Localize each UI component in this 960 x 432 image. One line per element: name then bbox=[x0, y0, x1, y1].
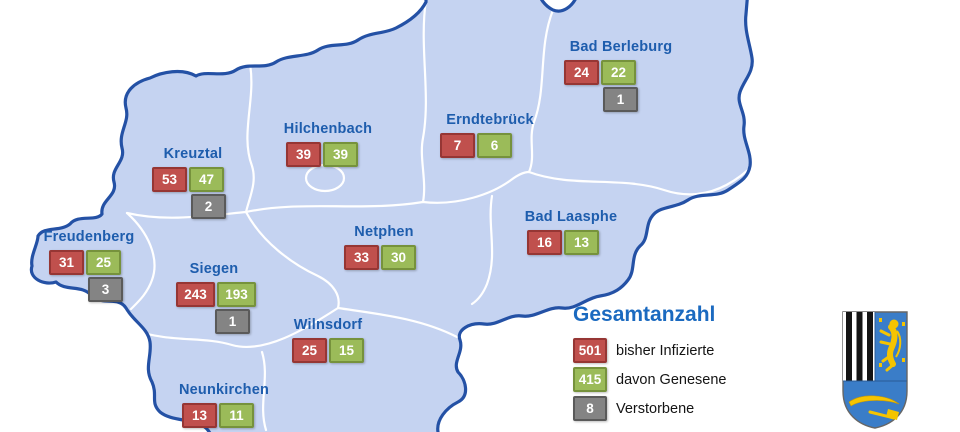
coat-of-arms-icon bbox=[842, 311, 908, 429]
municipality-label: Hilchenbach bbox=[283, 121, 373, 137]
infected-badge: 16 bbox=[527, 230, 562, 255]
municipality-label: Bad Berleburg bbox=[569, 39, 673, 55]
infected-badge: 53 bbox=[152, 167, 187, 192]
municipal-borders bbox=[125, 0, 750, 432]
deceased-badge: 3 bbox=[88, 277, 123, 302]
municipality-neunkirchen: Neunkirchen 13 11 bbox=[179, 382, 269, 428]
scythe-and-hammer-icon bbox=[848, 395, 900, 420]
municipality-label: Bad Laasphe bbox=[524, 209, 618, 225]
municipality-wilnsdorf: Wilnsdorf 25 15 bbox=[292, 317, 364, 363]
deceased-badge: 1 bbox=[603, 87, 638, 112]
municipality-bad-berleburg: Bad Berleburg 24 22 1 bbox=[564, 39, 672, 112]
legend-row-deceased: 8 Verstorbene bbox=[573, 396, 726, 421]
legend-row-infected: 501 bisher Infizierte bbox=[573, 338, 726, 363]
recovered-badge: 47 bbox=[189, 167, 224, 192]
recovered-badge: 193 bbox=[217, 282, 256, 307]
infected-badge: 33 bbox=[344, 245, 379, 270]
municipality-bad-laasphe: Bad Laasphe 16 13 bbox=[525, 209, 617, 255]
district-outline bbox=[29, 0, 754, 432]
recovered-badge: 25 bbox=[86, 250, 121, 275]
infected-badge: 31 bbox=[49, 250, 84, 275]
infected-badge: 243 bbox=[176, 282, 215, 307]
legend-label: bisher Infizierte bbox=[616, 342, 715, 359]
municipality-label: Neunkirchen bbox=[178, 382, 270, 398]
recovered-badge: 39 bbox=[323, 142, 358, 167]
district-area bbox=[31, 0, 753, 432]
municipality-label: Siegen bbox=[189, 261, 239, 277]
infected-badge: 7 bbox=[440, 133, 475, 158]
recovered-badge: 15 bbox=[329, 338, 364, 363]
municipality-label: Wilnsdorf bbox=[293, 317, 363, 333]
recovered-badge: 22 bbox=[601, 60, 636, 85]
municipality-freudenberg: Freudenberg 31 25 3 bbox=[44, 229, 134, 302]
municipality-label: Netphen bbox=[354, 224, 414, 240]
legend-title: Gesamtanzahl bbox=[573, 303, 716, 326]
recovered-badge: 30 bbox=[381, 245, 416, 270]
recovered-total-badge: 415 bbox=[573, 367, 607, 392]
municipality-kreuztal: Kreuztal 53 47 2 bbox=[152, 146, 226, 219]
legend-label: Verstorbene bbox=[616, 400, 695, 417]
municipality-label: Erndtebrück bbox=[446, 112, 534, 128]
recovered-badge: 6 bbox=[477, 133, 512, 158]
municipality-hilchenbach: Hilchenbach 39 39 bbox=[284, 121, 372, 167]
recovered-badge: 11 bbox=[219, 403, 254, 428]
municipality-siegen: Siegen 243 193 1 bbox=[176, 261, 256, 334]
legend-label: davon Genesene bbox=[616, 371, 727, 388]
infected-badge: 24 bbox=[564, 60, 599, 85]
municipality-erndtebrueck: Erndtebrück 7 6 bbox=[440, 112, 534, 158]
infected-badge: 39 bbox=[286, 142, 321, 167]
recovered-badge: 13 bbox=[564, 230, 599, 255]
municipality-netphen: Netphen 33 30 bbox=[344, 224, 416, 270]
deceased-badge: 2 bbox=[191, 194, 226, 219]
infected-total-badge: 501 bbox=[573, 338, 607, 363]
totals-legend: Gesamtanzahl 501 bisher Infizierte 415 d… bbox=[573, 303, 726, 425]
infected-badge: 25 bbox=[292, 338, 327, 363]
lion-icon bbox=[879, 318, 905, 372]
legend-row-recovered: 415 davon Genesene bbox=[573, 367, 726, 392]
deceased-total-badge: 8 bbox=[573, 396, 607, 421]
deceased-badge: 1 bbox=[215, 309, 250, 334]
municipality-label: Freudenberg bbox=[43, 229, 135, 245]
municipality-label: Kreuztal bbox=[163, 146, 223, 162]
infected-badge: 13 bbox=[182, 403, 217, 428]
